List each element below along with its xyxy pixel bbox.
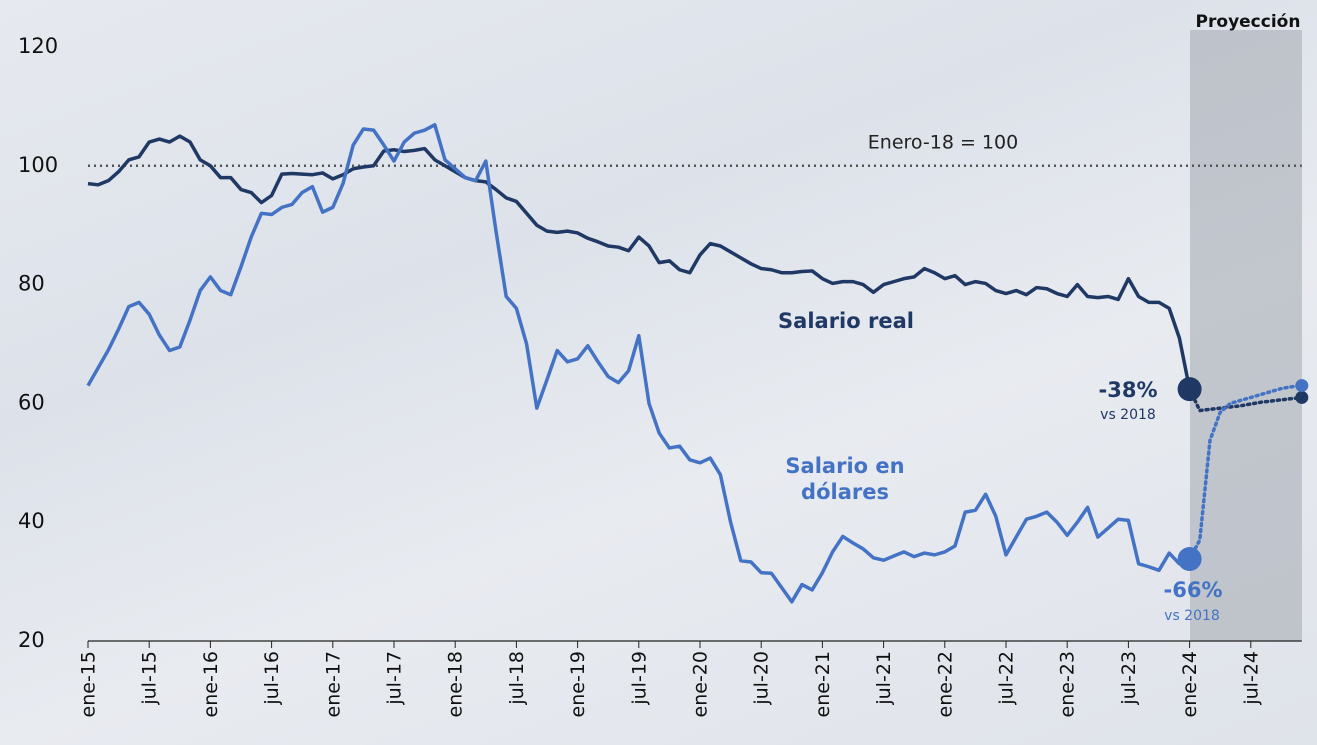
series-label: Salario real	[778, 309, 914, 333]
projection-marker	[1295, 379, 1309, 393]
x-tick-label: ene-16	[200, 651, 222, 717]
x-tick-label: jul-21	[873, 651, 895, 706]
x-tick-label: ene-24	[1179, 651, 1201, 717]
x-tick-label: jul-16	[261, 651, 283, 706]
x-tick-label: jul-23	[1118, 651, 1140, 706]
x-tick-label: ene-18	[445, 651, 467, 717]
y-tick-label: 120	[18, 34, 58, 58]
y-tick-label: 40	[18, 509, 45, 533]
y-tick-label: 60	[18, 390, 45, 414]
x-tick-label: jul-15	[139, 651, 161, 706]
y-tick-label: 100	[18, 153, 58, 177]
reference-label: Enero-18 = 100	[868, 131, 1018, 153]
x-tick-label: ene-21	[812, 651, 834, 717]
x-tick-label: ene-22	[934, 651, 956, 717]
end-note: vs 2018	[1100, 407, 1156, 423]
x-tick-label: ene-20	[690, 651, 712, 717]
end-note: vs 2018	[1164, 608, 1220, 624]
projection-line	[1187, 383, 1304, 561]
projection-band	[1190, 30, 1302, 641]
x-tick-label: jul-17	[384, 651, 406, 706]
series-line	[87, 134, 1192, 390]
end-label: -66%	[1164, 578, 1223, 602]
projection-marker	[1295, 390, 1309, 404]
x-tick-label: ene-17	[322, 651, 344, 717]
series-label: Salario en dólares	[785, 454, 905, 504]
x-tick-label: jul-22	[996, 651, 1018, 706]
end-label: -38%	[1099, 378, 1158, 402]
x-tick-label: jul-18	[506, 651, 528, 706]
x-tick-label: ene-19	[567, 651, 589, 717]
projection-label: Proyección	[1196, 12, 1301, 32]
series-line	[86, 123, 1191, 604]
end-marker	[1177, 547, 1202, 572]
x-tick-label: ene-23	[1057, 651, 1079, 717]
y-tick-label: 80	[18, 272, 45, 296]
projection-line	[1187, 387, 1304, 413]
x-tick-label: jul-24	[1240, 651, 1262, 706]
end-marker	[1177, 377, 1202, 402]
x-tick-label: ene-15	[78, 651, 100, 717]
x-tick-label: jul-20	[751, 651, 773, 706]
x-tick-label: jul-19	[628, 651, 650, 706]
y-tick-label: 20	[18, 628, 45, 652]
